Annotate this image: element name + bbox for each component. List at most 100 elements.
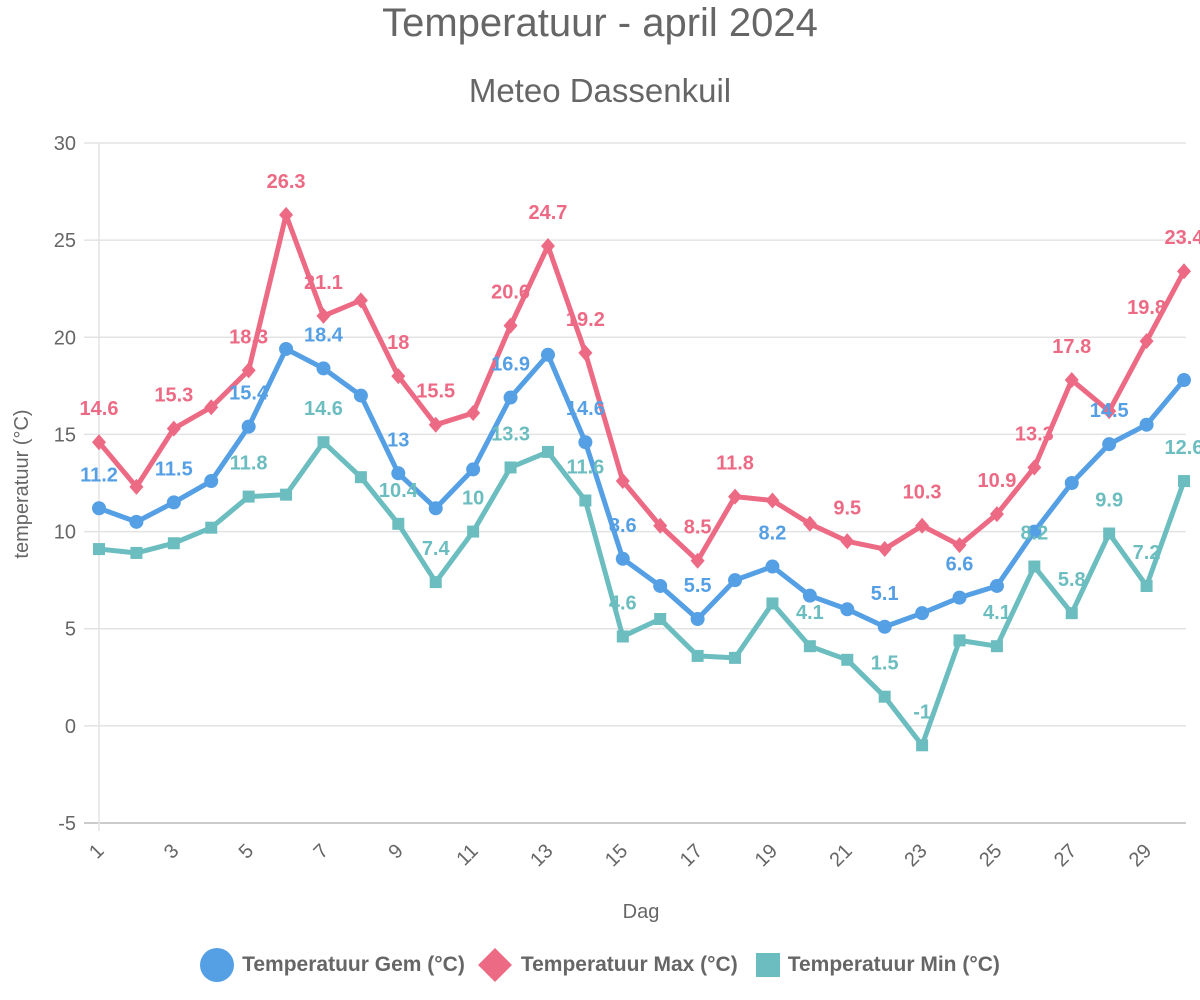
data-label: 14.6 [304,398,343,420]
data-point [540,237,555,254]
data-label: 13.3 [1015,423,1054,445]
data-point [93,543,105,556]
data-point [466,405,481,422]
data-point [615,473,630,490]
x-tick-label: 21 [826,840,857,871]
y-axis-title: temperatuur (°C) [11,409,33,558]
data-point [279,341,294,356]
data-point [466,462,481,477]
data-label: 9.9 [1095,490,1123,512]
circle-marker-icon [200,948,235,982]
data-point [1027,524,1042,539]
chart-title: Temperatuur - april 2024 [382,1,818,45]
x-tick-label: 15 [601,840,632,871]
data-point [989,578,1004,593]
data-label: 19.2 [566,309,605,331]
data-point [616,630,629,643]
data-point [802,588,817,603]
y-tick-label: 20 [54,327,76,349]
data-point [915,517,930,534]
y-axis: -5 0 5 10 15 20 25 30 [54,133,76,835]
y-tick-label: -5 [58,813,76,835]
data-point [354,471,367,484]
data-point [204,474,219,489]
data-point [241,419,256,434]
data-point [728,488,743,505]
y-tick-label: 15 [54,424,76,446]
data-point [653,578,668,593]
legend-item-max[interactable]: Temperatuur Max (°C) [477,948,738,982]
data-label: 14.6 [566,398,605,420]
data-point [241,362,256,379]
x-axis-title: Dag [623,901,660,923]
x-tick-label: 19 [751,840,782,871]
data-label: 11.5 [155,458,193,480]
data-point [952,537,967,554]
data-point [1064,476,1079,490]
x-tick-label: 9 [384,840,407,863]
data-label: 15.5 [416,381,455,403]
data-point [579,494,592,507]
data-label: 8.2 [1020,523,1048,545]
data-labels: 11.2 11.5 15.4 18.4 13 16.9 14.6 8.6 5.5 8.2 5.1 6.… [80,171,1200,723]
data-label: 4.1 [796,602,824,624]
x-axis: 1 3 5 7 9 11 13 15 17 19 21 23 25 27 29 [85,840,1156,871]
data-label: 23.4 [1165,227,1200,249]
data-label: 10.9 [977,470,1016,492]
data-label: 18.4 [304,324,344,346]
series-group [92,206,1191,752]
data-point [953,634,966,647]
legend-label: Temperatuur Gem (°C) [242,953,465,976]
data-point [803,640,816,653]
data-label: 14.6 [80,398,119,420]
data-point [653,517,668,534]
x-tick-label: 3 [160,840,183,863]
data-point [1102,403,1117,420]
data-point [765,492,780,509]
data-label: -1 [913,701,931,723]
data-label: 8.5 [684,517,712,539]
data-point [1139,417,1154,432]
data-label: 18.3 [229,326,268,348]
data-point [691,649,704,662]
data-point [130,546,143,559]
data-label: 17.8 [1052,336,1091,358]
data-point [166,420,181,437]
data-point [166,495,181,510]
y-tick-label: 30 [54,133,76,155]
data-point [540,347,555,362]
data-point [503,317,518,334]
y-tick-label: 25 [54,230,76,252]
data-label: 5.1 [871,583,899,605]
x-tick-label: 1 [85,840,108,863]
data-label: 16.9 [491,354,530,376]
data-point [578,435,593,450]
series-line [98,346,1186,630]
y-tick-label: 5 [65,619,76,641]
data-point [392,517,405,530]
data-point [205,521,218,534]
legend-item-min[interactable]: Temperatuur Min (°C) [750,953,1000,977]
data-point [316,307,331,324]
x-tick-label: 13 [526,840,557,871]
data-point [504,461,517,474]
data-label: 21.1 [304,272,343,294]
data-label: 5.8 [1058,569,1086,591]
legend: Temperatuur Gem (°C) Temperatuur Max (°C… [0,948,1200,982]
data-point [877,541,892,558]
y-tick-label: 0 [65,716,76,738]
data-label: 24.7 [528,202,567,224]
data-label: 26.3 [267,171,306,193]
data-label: 18 [387,332,409,354]
data-label: 11.6 [566,456,604,478]
data-point [840,602,855,617]
legend-item-gem[interactable]: Temperatuur Gem (°C) [200,948,465,982]
data-label: 20.6 [491,282,530,304]
data-label: 7.2 [1133,542,1161,564]
data-point [467,525,480,538]
grid [84,142,1186,831]
data-point [989,506,1004,523]
data-point [1102,437,1117,452]
data-label: 14.5 [1090,400,1129,422]
